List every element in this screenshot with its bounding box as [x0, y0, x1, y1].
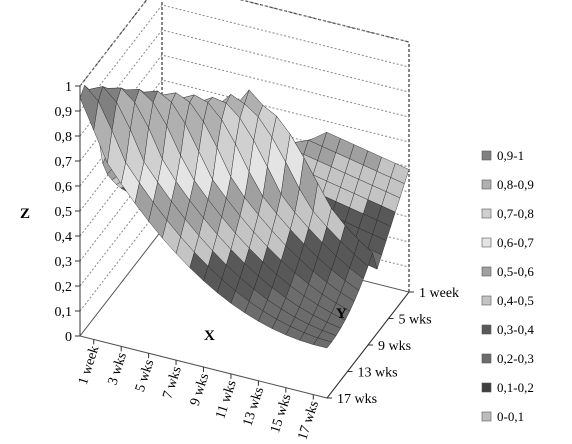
wall-top-edge: [79, 0, 410, 87]
z-tick-label: 0,7: [55, 155, 73, 170]
x-tick-label: 5 wks: [133, 358, 157, 394]
legend: 0,9-1 0,8-0,9 0,7-0,8 0,6-0,7 0,5-0,6 0,4-0,5…: [481, 148, 534, 424]
legend-swatch: [481, 237, 492, 248]
gridline: [79, 129, 410, 237]
legend-label: 0,8-0,9: [497, 177, 534, 192]
x-tick-label: 11 wks: [213, 378, 239, 420]
legend-label: 0,2-0,3: [497, 351, 534, 366]
x-tick-label: 15 wks: [268, 392, 295, 435]
legend-swatch: [481, 382, 492, 393]
y-tick-label: 13 wks: [358, 366, 398, 381]
y-tick-label: 9 wks: [378, 339, 411, 354]
z-tick-label: 0,9: [55, 105, 73, 120]
gridline: [79, 4, 410, 112]
z-axis-label: Z: [20, 206, 30, 222]
z-axis-ticks: 0 0,1 0,2 0,3 0,4 0,5 0,6 0,7 0,8 0,9 1: [55, 80, 80, 345]
legend-label: 0,3-0,4: [497, 322, 534, 337]
x-axis-ticks: 1 week 3 wks 5 wks 7 wks 9 wks 11 wks 13 wks 15…: [76, 339, 322, 442]
legend-label: 0,7-0,8: [497, 206, 534, 221]
surface-patch: [312, 337, 332, 349]
legend-swatch: [481, 295, 492, 306]
legend-label: 0-0,1: [497, 409, 524, 424]
legend-swatch: [481, 353, 492, 364]
gridline: [79, 104, 410, 212]
legend-label: 0,9-1: [497, 148, 524, 163]
z-tick-label: 0,5: [55, 205, 73, 220]
z-tick-label: 0,1: [55, 305, 73, 320]
x-tick-label: 17 wks: [295, 399, 322, 442]
y-tick-label: 5 wks: [399, 313, 432, 328]
z-tick-label: 0: [65, 330, 72, 345]
gridline: [79, 0, 410, 87]
legend-swatch: [481, 208, 492, 219]
y-axis-ticks: 1 week 5 wks 9 wks 13 wks 17 wks: [327, 286, 459, 407]
x-tick-label: 9 wks: [188, 372, 212, 408]
legend-label: 0,6-0,7: [497, 235, 534, 250]
surface-plot: [79, 84, 410, 349]
y-tick-label: 1 week: [419, 286, 459, 301]
x-tick-label: 3 wks: [105, 351, 129, 387]
legend-label: 0,4-0,5: [497, 293, 534, 308]
legend-label: 0,1-0,2: [497, 380, 534, 395]
z-tick-label: 0,6: [55, 180, 73, 195]
z-tick-label: 0,8: [55, 130, 73, 145]
x-tick-label: 13 wks: [241, 385, 268, 428]
y-tick-label: 17 wks: [337, 392, 377, 407]
x-tick-label: 1 week: [76, 344, 103, 387]
gridline: [79, 179, 410, 287]
gridline: [79, 204, 410, 312]
z-tick-label: 0,3: [55, 255, 73, 270]
z-tick-label: 1: [65, 80, 72, 95]
gridline: [79, 154, 410, 262]
y-axis-label: Y: [336, 306, 347, 322]
z-tick-label: 0,4: [55, 230, 73, 245]
legend-label: 0,5-0,6: [497, 264, 534, 279]
legend-swatch: [481, 150, 492, 161]
z-tick-label: 0,2: [55, 280, 73, 295]
legend-swatch: [481, 324, 492, 335]
legend-swatch: [481, 179, 492, 190]
legend-swatch: [481, 411, 492, 422]
x-tick-label: 7 wks: [160, 365, 184, 401]
x-axis-label: X: [204, 328, 215, 344]
legend-swatch: [481, 266, 492, 277]
